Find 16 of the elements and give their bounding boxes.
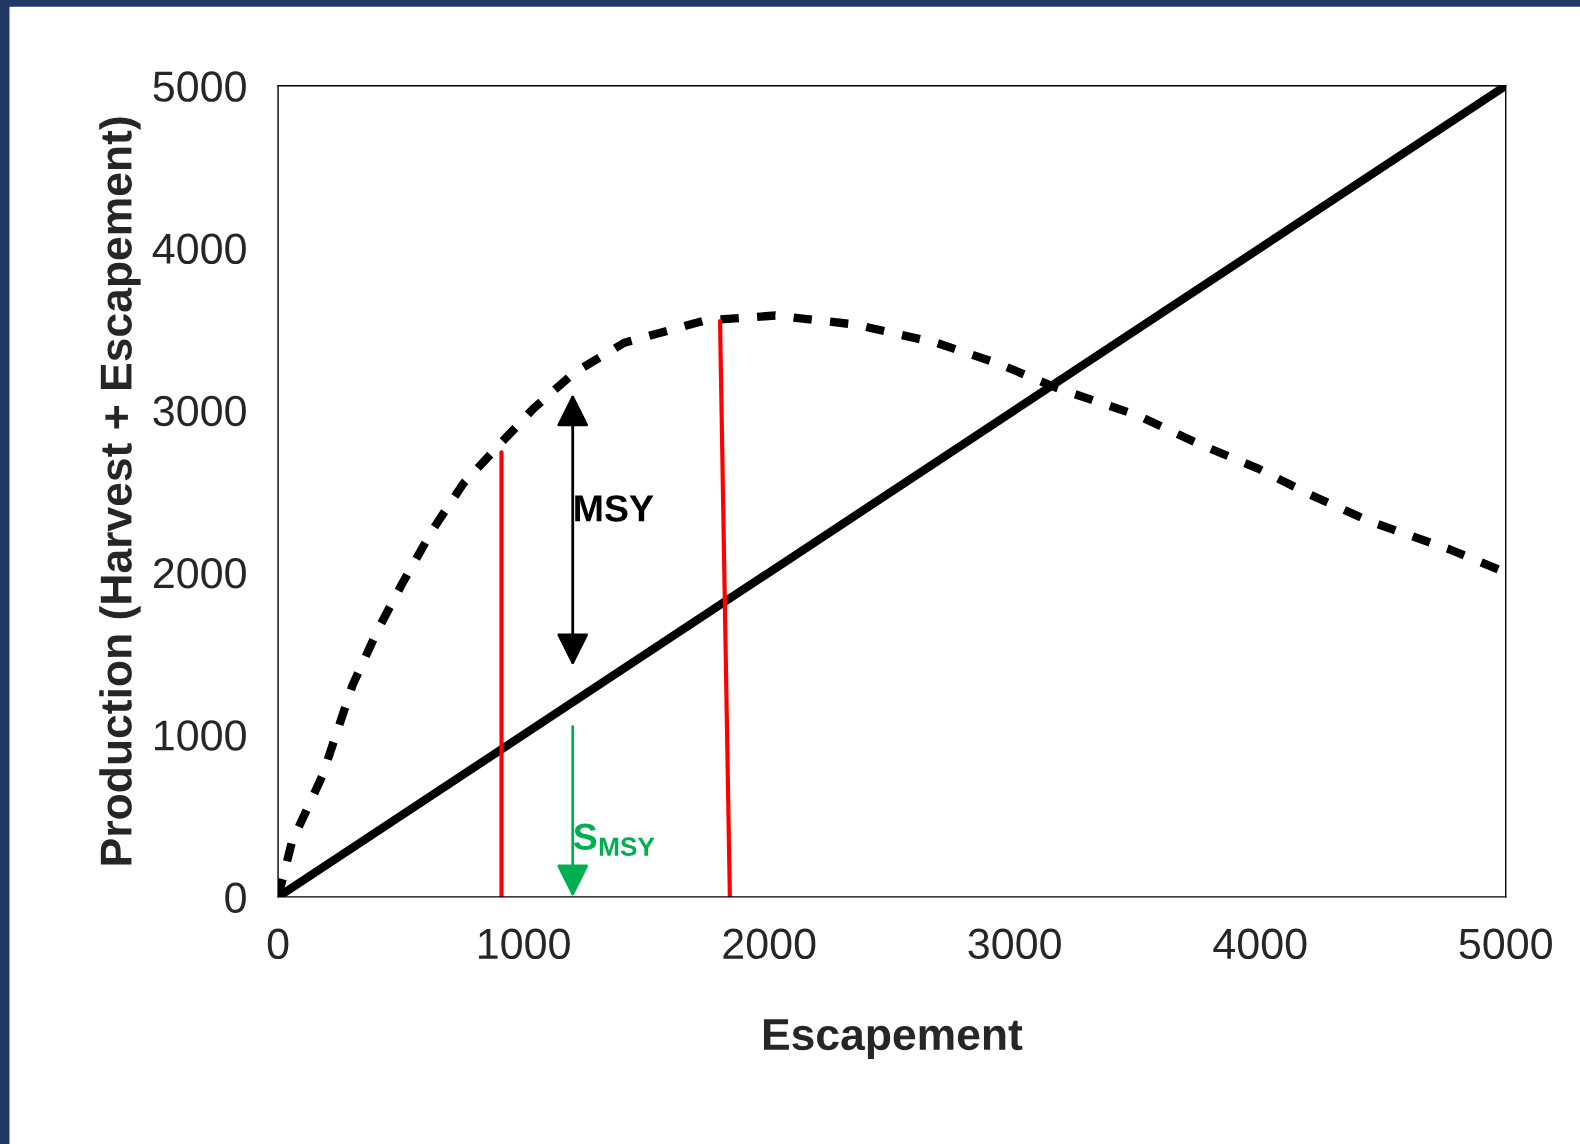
x-tick-label: 3000 bbox=[968, 928, 1061, 960]
annotation: MSY bbox=[575, 495, 654, 522]
x-tick-label: 0 bbox=[267, 928, 289, 960]
x-tick-label: 4000 bbox=[1213, 928, 1307, 960]
y-tick-label: 4000 bbox=[152, 233, 246, 265]
x-axis-title: Escapement bbox=[763, 1019, 1023, 1060]
y-tick-label: 3000 bbox=[153, 395, 246, 427]
y-tick-label: 2000 bbox=[153, 557, 246, 589]
x-tick-label: 5000 bbox=[1459, 928, 1552, 960]
y-tick-label: 1000 bbox=[155, 720, 246, 751]
annotation: S$_{MSY}$ bbox=[573, 823, 655, 856]
x-tick-label: 2000 bbox=[723, 928, 816, 960]
x-tick-label: 1000 bbox=[479, 928, 570, 960]
y-tick-label: 0 bbox=[225, 882, 246, 913]
y-axis-title: Production (Harvest + Escapement) bbox=[99, 117, 141, 865]
y-tick-label: 5000 bbox=[153, 71, 246, 102]
